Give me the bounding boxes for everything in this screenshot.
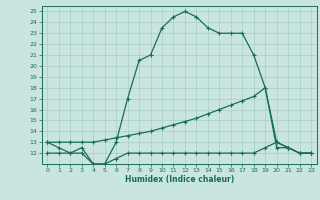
X-axis label: Humidex (Indice chaleur): Humidex (Indice chaleur) bbox=[124, 175, 234, 184]
